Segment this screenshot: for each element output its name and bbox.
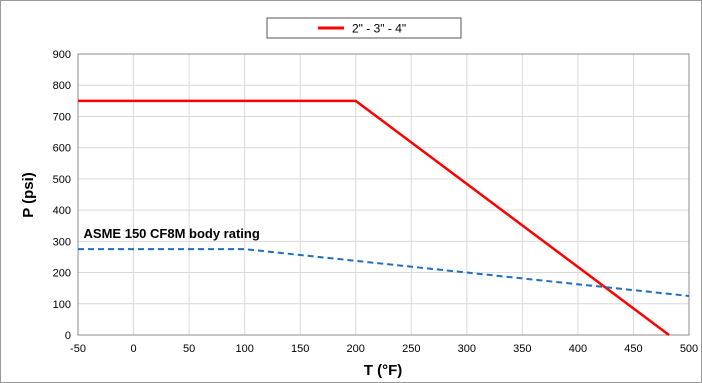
x-tick-label: 450 [624, 343, 642, 355]
x-tick-label: -50 [70, 343, 86, 355]
x-tick-label: 250 [402, 343, 420, 355]
x-axis-title: T (°F) [364, 362, 402, 379]
y-axis-title: P (psi) [20, 172, 37, 218]
series-layer [78, 99, 690, 337]
x-tick-label: 300 [458, 343, 476, 355]
annotation-label: ASME 150 CF8M body rating [84, 226, 260, 241]
x-axis-ticks: -50 0 50 100 150 200 250 300 350 400 450 500 [70, 343, 698, 355]
x-tick-label: 100 [235, 343, 253, 355]
legend: 2" - 3" - 4" [266, 17, 462, 39]
y-tick-label: 400 [53, 205, 71, 217]
x-tick-label: 400 [569, 343, 587, 355]
x-tick-label: 500 [680, 343, 698, 355]
series-body-rating-line [78, 248, 690, 297]
y-tick-label: 900 [53, 49, 71, 61]
x-tick-label: 50 [183, 343, 195, 355]
series-valve-rating-line [78, 99, 670, 337]
y-tick-label: 300 [53, 236, 71, 248]
y-axis-ticks: 0 100 200 300 400 500 600 700 800 900 [53, 49, 71, 342]
plot-area [77, 53, 690, 336]
y-tick-label: 600 [53, 143, 71, 155]
y-tick-label: 0 [65, 330, 71, 342]
legend-label: 2" - 3" - 4" [352, 22, 406, 36]
y-tick-label: 700 [53, 111, 71, 123]
y-tick-label: 800 [53, 80, 71, 92]
y-tick-label: 200 [53, 268, 71, 280]
y-tick-label: 100 [53, 299, 71, 311]
x-tick-label: 350 [513, 343, 531, 355]
x-tick-label: 0 [130, 343, 136, 355]
legend-box [266, 17, 462, 39]
annotations: ASME 150 CF8M body rating [84, 226, 260, 241]
y-tick-label: 500 [53, 174, 71, 186]
x-tick-label: 200 [347, 343, 365, 355]
x-tick-label: 150 [291, 343, 309, 355]
